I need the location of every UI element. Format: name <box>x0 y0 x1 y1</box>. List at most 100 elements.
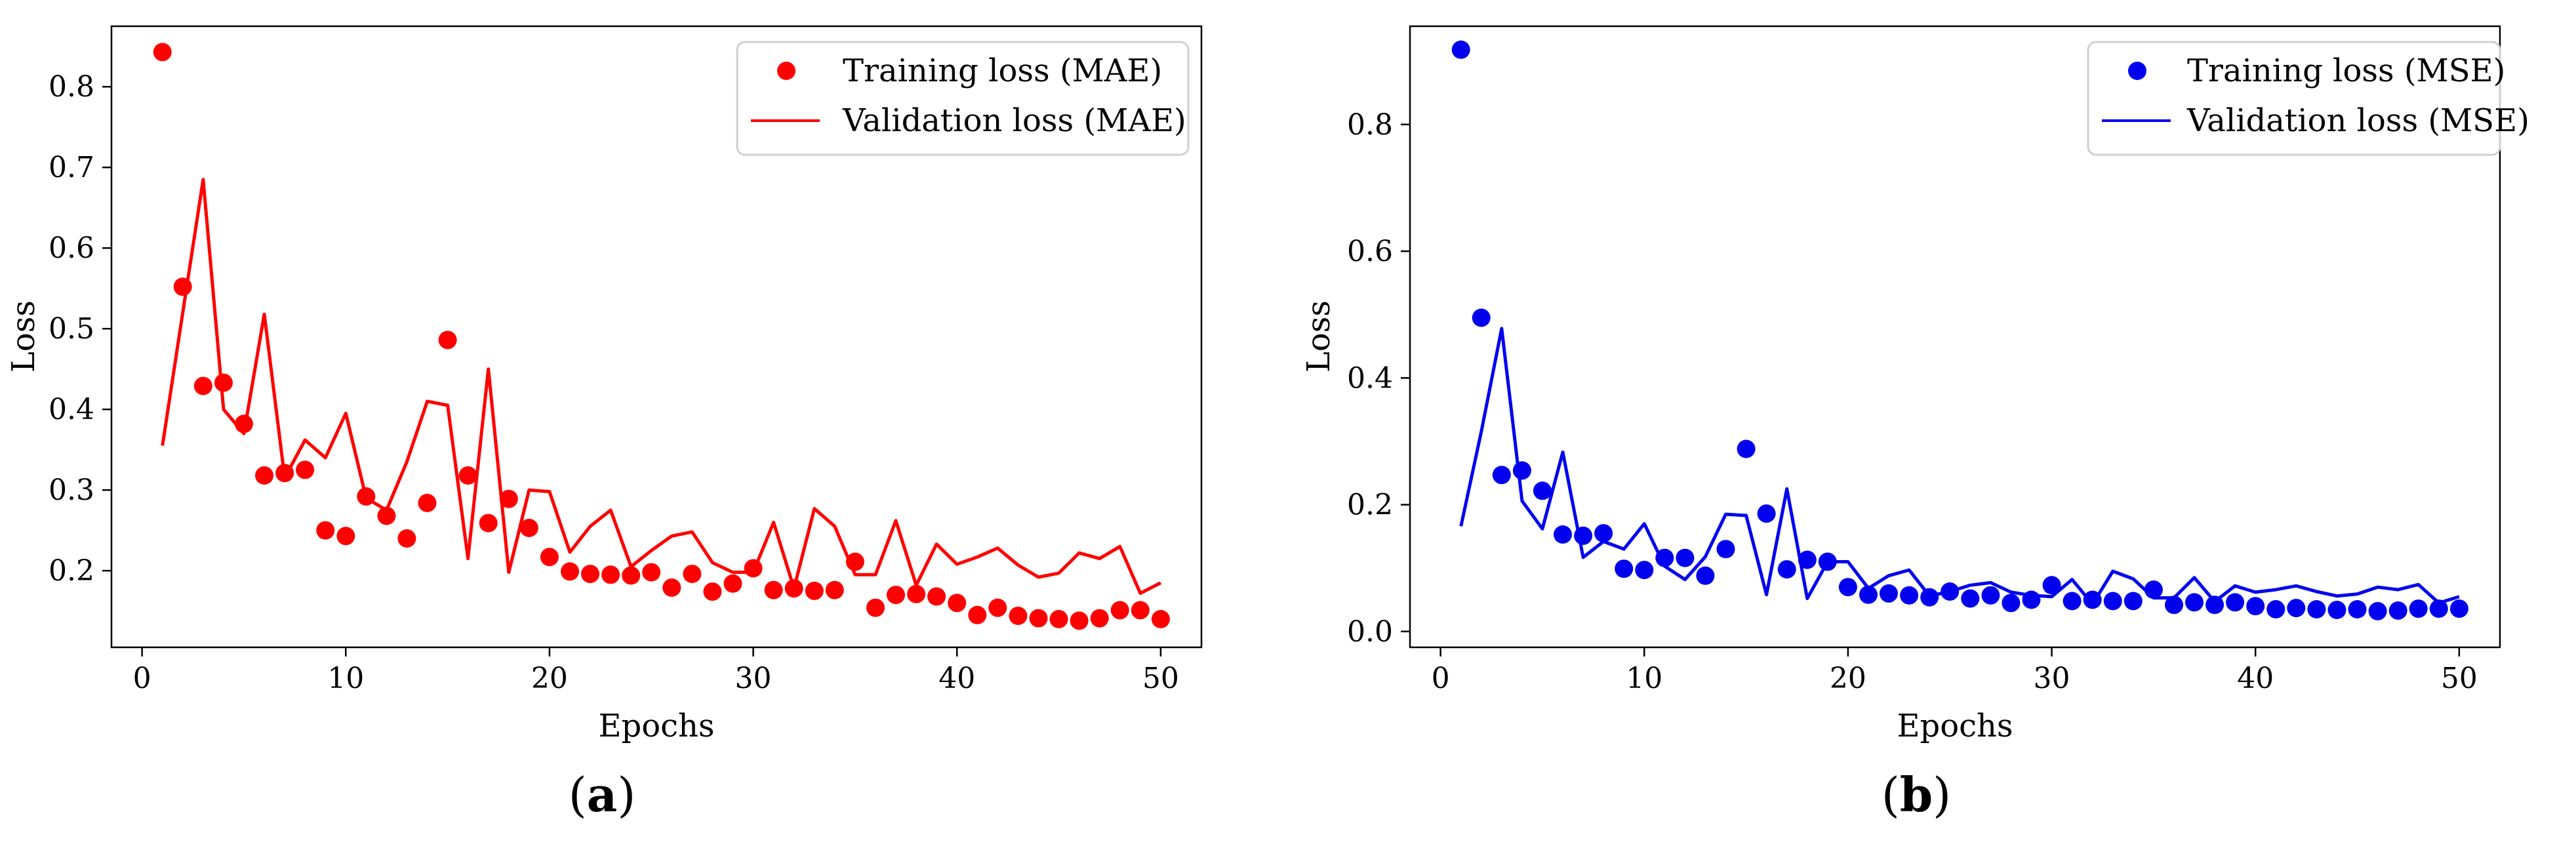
panel-b-training-point <box>1920 588 1939 607</box>
panel-a-training-point <box>336 527 355 546</box>
panel-b-legend-validation-label: Validation loss (MSE) <box>2186 102 2529 139</box>
panel-a-training-point <box>214 373 233 392</box>
panel-b-training-point <box>1798 550 1817 569</box>
panel-a-training-point <box>723 574 742 593</box>
panel-b-y-tick-label: 0.2 <box>1347 489 1393 522</box>
panel-b-training-point <box>1472 308 1491 327</box>
panel-a-training-point <box>458 466 477 485</box>
panel-b-training-point <box>1554 525 1572 544</box>
panel-b-training-point <box>2287 599 2306 618</box>
panel-b-training-point <box>2368 601 2387 620</box>
panel-a-training-point <box>764 580 783 599</box>
panel-a-training-point <box>948 594 967 613</box>
panel-a-training-point <box>1009 607 1028 625</box>
panel-b-training-point <box>2002 594 2021 613</box>
panel-a-y-ticks: 0.2 0.3 0.4 0.5 0.6 0.7 0.8 <box>49 70 111 588</box>
panel-b-x-tick-label: 40 <box>2237 662 2274 695</box>
panel-b-caption: (b) <box>1882 767 1952 822</box>
panel-a-training-point <box>968 605 987 624</box>
panel-b-training-point <box>1777 560 1796 579</box>
panel-a-y-tick-label: 0.3 <box>49 474 94 507</box>
panel-b-caption-letter: b <box>1900 767 1933 822</box>
panel-a-legend-box <box>736 41 1190 156</box>
panel-a-y-axis-title: Loss <box>5 300 42 373</box>
panel-a-training-point <box>744 559 763 578</box>
panel-b-training-point <box>2205 596 2224 615</box>
panel-a-training-point <box>479 514 498 533</box>
panel-b-training-point <box>1981 586 2000 605</box>
panel-b-training-point <box>1676 548 1695 567</box>
panel-b-legend-training-label: Training loss (MSE) <box>2187 52 2505 89</box>
panel-a-x-tick-label: 30 <box>735 662 772 695</box>
panel-a-training-point <box>377 506 396 525</box>
panel-b-training-point <box>1880 584 1898 603</box>
panel-b-training-point <box>2022 590 2041 609</box>
panel-a-x-tick-label: 20 <box>531 662 568 695</box>
panel-b-training-point <box>2307 600 2326 618</box>
panel-a: 0 10 20 30 40 50 0.2 0.3 0.4 0.5 0.6 0.7 0.8 Epochs… <box>5 25 1203 822</box>
panel-b-training-point <box>1838 578 1857 597</box>
panel-b-training-point <box>2103 592 2122 611</box>
panel-a-training-point <box>622 566 641 585</box>
panel-b-training-point <box>1859 585 1878 604</box>
panel-b-training-point <box>2083 590 2102 609</box>
panel-a-training-point <box>1090 609 1109 628</box>
panel-b-training-point <box>1716 540 1735 559</box>
panel-b-validation-line <box>1459 327 2460 606</box>
panel-a-x-axis-title: Epochs <box>598 708 714 744</box>
panel-a-legend-training-marker <box>777 62 795 80</box>
panel-a-training-point <box>173 277 192 296</box>
panel-a-training-point <box>601 565 620 584</box>
panel-b-training-point <box>1492 466 1511 485</box>
panel-a-training-point <box>581 565 599 584</box>
panel-b-training-point <box>1818 552 1837 571</box>
panel-b: 0 10 20 30 40 50 0.00.20.40.60.8 Epochs Loss … <box>1300 25 2529 822</box>
panel-b-training-point <box>1512 461 1531 480</box>
panel-b-x-tick-label: 20 <box>1830 662 1866 695</box>
panel-a-training-point <box>418 493 437 512</box>
panel-a-training-point <box>887 586 905 605</box>
panel-b-training-point <box>1615 559 1634 578</box>
panel-b-y-tick-label: 0.8 <box>1347 108 1393 142</box>
panel-a-training-point <box>1029 609 1048 628</box>
panel-a-training-point <box>561 562 579 581</box>
panel-b-training-point <box>1594 524 1613 543</box>
panel-a-caption-letter: a <box>587 767 618 822</box>
panel-b-x-tick-label: 10 <box>1626 662 1662 695</box>
panel-a-training-point <box>662 578 681 597</box>
panel-b-training-point <box>1961 589 1980 608</box>
panel-b-y-tick-label: 0.0 <box>1347 615 1393 649</box>
panel-a-plot-frame <box>110 25 1203 649</box>
panel-b-training-point <box>1900 586 1919 605</box>
panel-a-training-point <box>234 414 253 434</box>
panel-b-training-point <box>2144 580 2163 599</box>
panel-a-training-point <box>907 584 926 603</box>
panel-a-validation-line <box>161 178 1162 596</box>
panel-b-training-point <box>2266 600 2285 618</box>
panel-a-legend: Training loss (MAE) Validation loss (MAE… <box>736 41 1190 156</box>
panel-b-training-point <box>2429 599 2448 618</box>
panel-b-legend: Training loss (MSE) Validation loss (MSE… <box>2087 41 2529 156</box>
panel-b-training-point <box>2185 593 2204 612</box>
panel-b-marks <box>1451 40 2468 620</box>
panel-a-training-point <box>499 489 518 508</box>
panel-b-y-tick-label: 0.6 <box>1347 235 1393 268</box>
panel-b-training-point <box>2327 601 2346 619</box>
panel-a-x-tick-label: 50 <box>1142 662 1179 695</box>
panel-a-training-point <box>845 552 864 571</box>
panel-a-x-tick-label: 40 <box>938 662 975 695</box>
panel-b-x-tick-label: 0 <box>1432 662 1450 695</box>
panel-b-training-point <box>2409 599 2428 618</box>
panel-b-training-point <box>2165 596 2183 615</box>
panel-b-y-tick-label: 0.4 <box>1347 361 1393 395</box>
panel-b-training-point <box>2449 599 2468 618</box>
panel-b-training-point <box>2123 592 2143 611</box>
panel-b-training-point <box>2063 592 2082 611</box>
panel-a-training-point <box>519 519 538 537</box>
panel-a-y-tick-label: 0.8 <box>49 70 94 104</box>
panel-b-y-ticks: 0.0 0.2 0.4 0.6 0.8 <box>1347 108 1410 649</box>
panel-a-training-point <box>1049 610 1068 628</box>
panel-a-caption: (a) <box>569 767 636 822</box>
panel-a-training-point <box>397 529 416 548</box>
